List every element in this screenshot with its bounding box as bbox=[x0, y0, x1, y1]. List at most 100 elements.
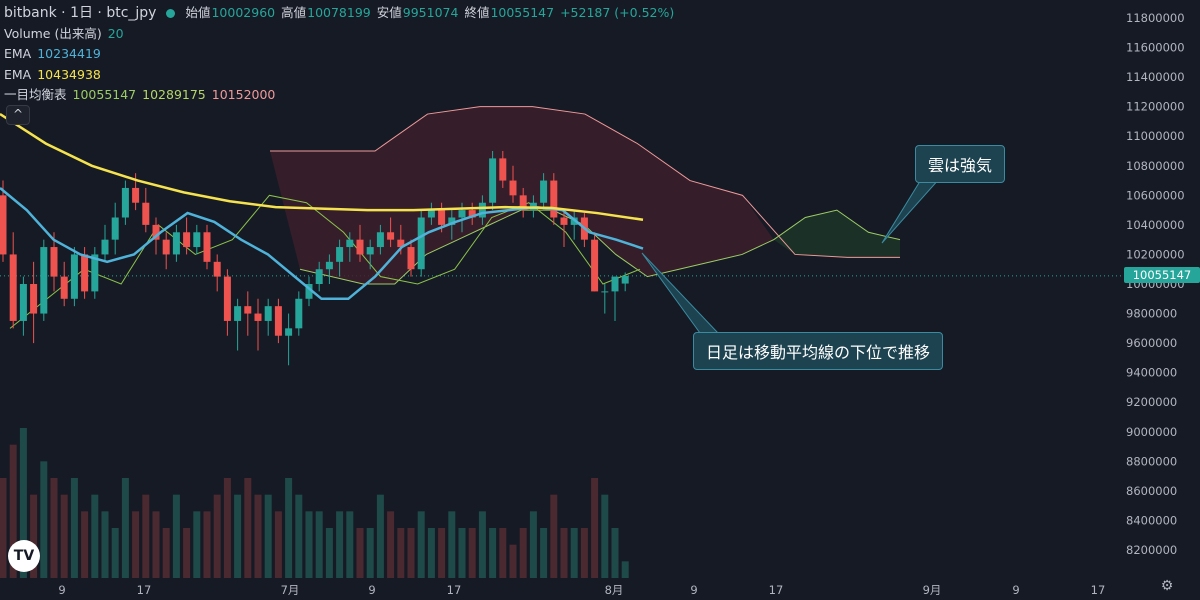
volume-bar bbox=[336, 511, 344, 578]
volume-bar bbox=[223, 478, 231, 578]
candle-body bbox=[376, 232, 384, 248]
candle-body bbox=[234, 306, 242, 321]
ema-slow-row[interactable]: EMA 10434938 bbox=[4, 65, 674, 86]
y-tick-label: 11800000 bbox=[1126, 11, 1185, 25]
candle-body bbox=[540, 180, 548, 203]
candle-body bbox=[356, 239, 364, 255]
low-label: 安値 bbox=[376, 5, 402, 20]
volume-bar bbox=[244, 478, 252, 578]
candle-body bbox=[162, 239, 170, 255]
volume-bar bbox=[254, 494, 262, 578]
candle-body bbox=[601, 291, 609, 293]
volume-bar bbox=[478, 511, 486, 578]
open-value: 10002960 bbox=[211, 5, 276, 20]
candle-body bbox=[223, 276, 231, 321]
y-tick-label: 8200000 bbox=[1126, 543, 1177, 557]
candle-body bbox=[550, 180, 558, 218]
volume-bar bbox=[30, 494, 38, 578]
ichimoku-row[interactable]: 一目均衡表 10055147 10289175 10152000 bbox=[4, 85, 674, 106]
callout-pointer-cloud bbox=[881, 177, 942, 244]
volume-bar bbox=[193, 511, 201, 578]
volume-bar bbox=[101, 511, 109, 578]
candle-body bbox=[315, 269, 323, 284]
volume-bar bbox=[132, 511, 140, 578]
candle-body bbox=[244, 306, 252, 314]
candle-body bbox=[346, 239, 354, 248]
volume-bar bbox=[50, 478, 58, 578]
volume-bar bbox=[305, 511, 313, 578]
symbol-label[interactable]: bitbank · 1日 · btc_jpy bbox=[4, 5, 157, 21]
candle-body bbox=[274, 306, 282, 336]
candle-body bbox=[438, 210, 446, 225]
candle-body bbox=[19, 284, 27, 321]
y-tick-label: 8400000 bbox=[1126, 513, 1177, 527]
collapse-legend-button[interactable]: ^ bbox=[6, 105, 30, 125]
y-tick-label: 10400000 bbox=[1126, 218, 1185, 232]
ema-fast-row[interactable]: EMA 10234419 bbox=[4, 44, 674, 65]
volume-bar bbox=[356, 528, 364, 578]
volume-bar bbox=[438, 528, 446, 578]
volume-label: Volume (出来高) bbox=[4, 25, 102, 41]
y-tick-label: 11400000 bbox=[1126, 70, 1185, 84]
candle-body bbox=[111, 217, 119, 240]
volume-bar bbox=[540, 528, 548, 578]
candle-body bbox=[70, 254, 78, 299]
volume-bar bbox=[448, 511, 456, 578]
y-tick-label: 9800000 bbox=[1126, 307, 1177, 321]
candle-body bbox=[560, 217, 568, 225]
volume-bar bbox=[458, 528, 466, 578]
candle-body bbox=[0, 195, 7, 255]
volume-bar bbox=[611, 528, 619, 578]
candle-body bbox=[254, 313, 262, 321]
candle-body bbox=[366, 247, 374, 255]
candle-body bbox=[132, 187, 140, 203]
y-tick-label: 10800000 bbox=[1126, 159, 1185, 173]
candle-body bbox=[285, 328, 293, 336]
y-tick-label: 10600000 bbox=[1126, 188, 1185, 202]
ema-slow-label: EMA bbox=[4, 66, 32, 82]
volume-bar bbox=[213, 494, 221, 578]
volume-bar bbox=[91, 494, 99, 578]
volume-bar bbox=[203, 511, 211, 578]
volume-bar bbox=[417, 511, 425, 578]
y-tick-label: 9000000 bbox=[1126, 425, 1177, 439]
symbol-row: bitbank · 1日 · btc_jpy 始値 10002960 高値 10… bbox=[4, 3, 674, 24]
volume-bar bbox=[601, 494, 609, 578]
volume-bar bbox=[9, 444, 17, 578]
x-tick-label: 17 bbox=[1091, 583, 1106, 597]
settings-gear-icon[interactable]: ⚙ bbox=[1160, 578, 1174, 594]
volume-bar bbox=[591, 478, 599, 578]
candle-body bbox=[611, 276, 619, 292]
ichimoku-value-3: 10152000 bbox=[211, 87, 276, 102]
candle-body bbox=[489, 158, 497, 203]
x-tick-label: 9 bbox=[690, 583, 697, 597]
y-tick-label: 10200000 bbox=[1126, 247, 1185, 261]
candle-body bbox=[478, 202, 486, 218]
bullish-cloud bbox=[773, 210, 900, 258]
volume-bar bbox=[152, 511, 160, 578]
volume-bar bbox=[142, 494, 150, 578]
volume-bar bbox=[387, 511, 395, 578]
candle-body bbox=[458, 210, 466, 218]
volume-bar bbox=[468, 528, 476, 578]
candle-body bbox=[213, 261, 221, 277]
volume-bar bbox=[40, 461, 48, 578]
volume-bar bbox=[295, 494, 303, 578]
ema-fast-label: EMA bbox=[4, 46, 32, 61]
ichimoku-value-2: 10289175 bbox=[142, 87, 206, 102]
candle-body bbox=[448, 217, 456, 225]
candle-body bbox=[621, 275, 629, 284]
x-tick-label: 17 bbox=[769, 583, 784, 597]
volume-row[interactable]: Volume (出来高) 20 bbox=[4, 24, 674, 45]
volume-bar bbox=[570, 528, 578, 578]
candle-body bbox=[305, 284, 313, 299]
candle-body bbox=[591, 239, 599, 292]
volume-bar bbox=[121, 478, 129, 578]
tradingview-logo-icon[interactable]: TV bbox=[8, 540, 40, 572]
x-tick-label: 9 bbox=[58, 583, 65, 597]
volume-bar bbox=[550, 494, 558, 578]
y-tick-label: 9600000 bbox=[1126, 336, 1177, 350]
candle-body bbox=[91, 254, 99, 292]
